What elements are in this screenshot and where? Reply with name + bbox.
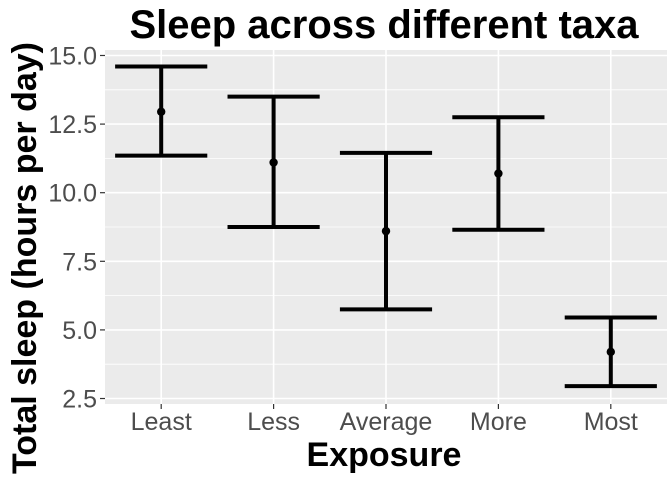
y-tick-label: 5.0 [62,317,97,345]
y-tick-label: 12.5 [48,111,97,139]
error-bar-less [227,94,320,229]
x-tick-label: Average [340,408,433,436]
y-tick-label: 15.0 [48,42,97,70]
error-bars [115,64,657,389]
error-bar-least [115,64,208,158]
mean-point [157,107,166,116]
x-tick-label: Most [584,408,638,436]
error-bar-average [339,150,433,312]
error-bar-most [564,315,657,389]
x-axis-title: Exposure [307,436,462,474]
mean-point [269,158,278,167]
mean-point [381,226,391,236]
x-axis: Least Less Average More Most [131,404,638,436]
chart-title: Sleep across different taxa [129,3,639,47]
y-axis-title: Total sleep (hours per day) [6,42,44,474]
x-tick-label: Less [247,408,300,436]
error-bar-more [452,115,545,232]
y-tick-label: 2.5 [62,386,97,414]
y-tick-label: 7.5 [62,248,97,276]
y-tick-label: 10.0 [48,180,97,208]
y-axis: 2.5 5.0 7.5 10.0 12.5 15.0 [48,42,105,414]
mean-point [606,347,615,357]
x-tick-label: More [470,408,527,436]
mean-point [494,169,503,178]
x-tick-label: Least [131,408,192,436]
